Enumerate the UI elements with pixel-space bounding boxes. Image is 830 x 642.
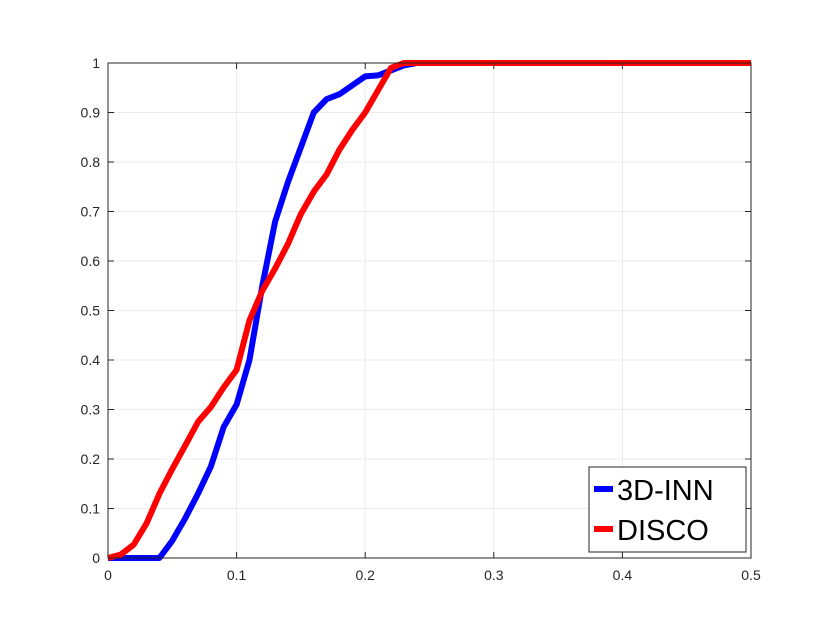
y-tick-label: 0.7 — [81, 204, 101, 220]
legend: 3D-INN DISCO — [588, 466, 747, 553]
y-tick-label: 0.3 — [81, 402, 101, 418]
legend-label-3d-inn: 3D-INN — [617, 475, 714, 507]
x-tick-label: 0 — [104, 567, 112, 583]
x-tick-label: 0.1 — [227, 567, 247, 583]
legend-label-disco: DISCO — [617, 515, 709, 547]
x-tick-label: 0.2 — [355, 567, 375, 583]
y-tick-label: 0 — [92, 550, 100, 566]
y-tick-label: 0.5 — [81, 303, 101, 319]
x-tick-label: 0.5 — [741, 567, 761, 583]
y-tick-label: 0.1 — [81, 501, 101, 517]
ticks — [107, 62, 752, 559]
legend-box — [588, 466, 747, 553]
x-tick-label: 0.3 — [484, 567, 504, 583]
y-tick-label: 0.8 — [81, 154, 101, 170]
y-tick-label: 0.4 — [81, 352, 101, 368]
y-tick-label: 0.2 — [81, 451, 101, 467]
x-tick-labels: 0 0.1 0.2 0.3 0.4 0.5 — [104, 567, 761, 583]
y-tick-labels: 0 0.1 0.2 0.3 0.4 0.5 0.6 0.7 0.8 0.9 1 — [81, 55, 101, 566]
y-tick-label: 0.9 — [81, 105, 101, 121]
y-tick-label: 0.6 — [81, 253, 101, 269]
y-tick-label: 1 — [92, 55, 100, 71]
x-tick-label: 0.4 — [613, 567, 633, 583]
